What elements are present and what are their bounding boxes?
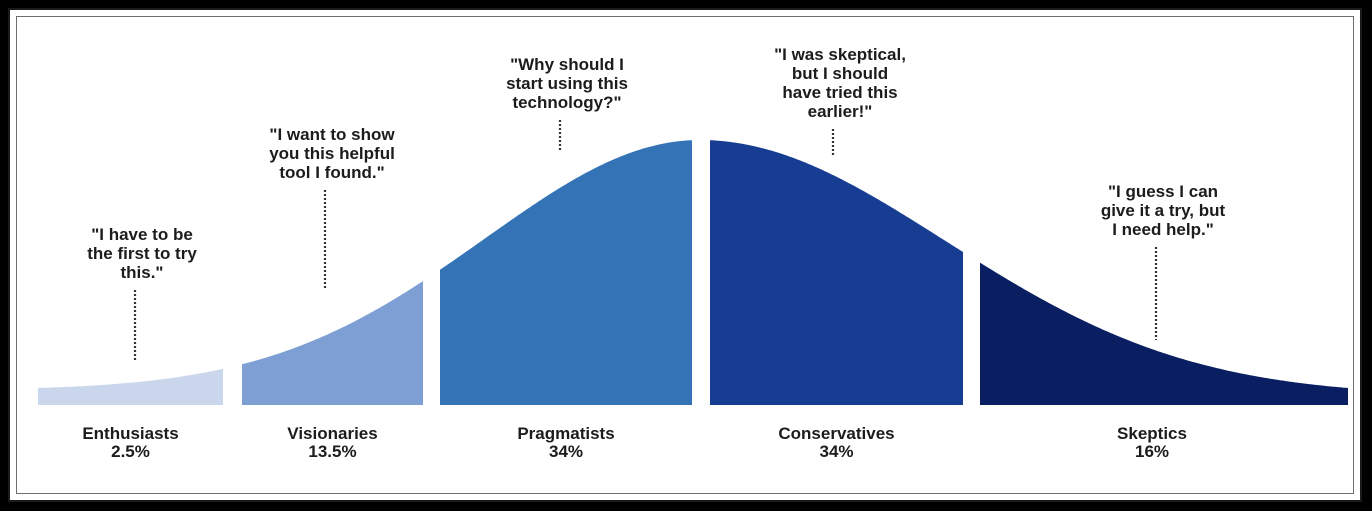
curve-segments (38, 140, 1348, 405)
segment-enthusiasts (38, 368, 223, 405)
segment-pragmatists (440, 140, 692, 405)
segment-conservatives (710, 140, 963, 405)
quote-line-visionaries-2: you this helpful (269, 144, 395, 163)
label-pragmatists: Pragmatists (517, 424, 614, 443)
value-pragmatists: 34% (549, 442, 583, 461)
segment-quotes: "I have to be the first to try this." "I wa… (87, 45, 1225, 282)
quote-line-enthusiasts-3: this." (120, 263, 163, 282)
quote-line-visionaries-3: tool I found." (279, 163, 384, 182)
quote-skeptics: "I guess I can give it a try, but I need h… (1101, 182, 1226, 239)
label-enthusiasts: Enthusiasts (82, 424, 178, 443)
quote-line-pragmatists-2: start using this (506, 74, 628, 93)
quote-line-enthusiasts-1: "I have to be (91, 225, 193, 244)
segment-skeptics (980, 262, 1348, 405)
quote-line-skeptics-1: "I guess I can (1108, 182, 1218, 201)
quote-visionaries: "I want to show you this helpful tool I fo… (269, 125, 395, 182)
quote-line-conservatives-2: but I should (792, 64, 888, 83)
label-skeptics: Skeptics (1117, 424, 1187, 443)
label-conservatives: Conservatives (778, 424, 894, 443)
label-visionaries: Visionaries (287, 424, 377, 443)
quote-line-enthusiasts-2: the first to try (87, 244, 197, 263)
quote-line-pragmatists-1: "Why should I (510, 55, 624, 74)
quote-conservatives: "I was skeptical, but I should have tried … (774, 45, 906, 121)
quote-line-skeptics-3: I need help." (1112, 220, 1214, 239)
segment-visionaries (242, 281, 423, 405)
value-visionaries: 13.5% (308, 442, 356, 461)
quote-leader-lines (133, 120, 1158, 362)
value-skeptics: 16% (1135, 442, 1169, 461)
quote-line-conservatives-4: earlier!" (808, 102, 873, 121)
quote-line-visionaries-1: "I want to show (269, 125, 395, 144)
quote-enthusiasts: "I have to be the first to try this." (87, 225, 197, 282)
chart-inner-border (16, 16, 1354, 494)
quote-line-skeptics-2: give it a try, but (1101, 201, 1226, 220)
quote-line-conservatives-1: "I was skeptical, (774, 45, 906, 64)
value-conservatives: 34% (819, 442, 853, 461)
value-enthusiasts: 2.5% (111, 442, 150, 461)
quote-line-pragmatists-3: technology?" (512, 93, 621, 112)
quote-line-conservatives-3: have tried this (782, 83, 897, 102)
